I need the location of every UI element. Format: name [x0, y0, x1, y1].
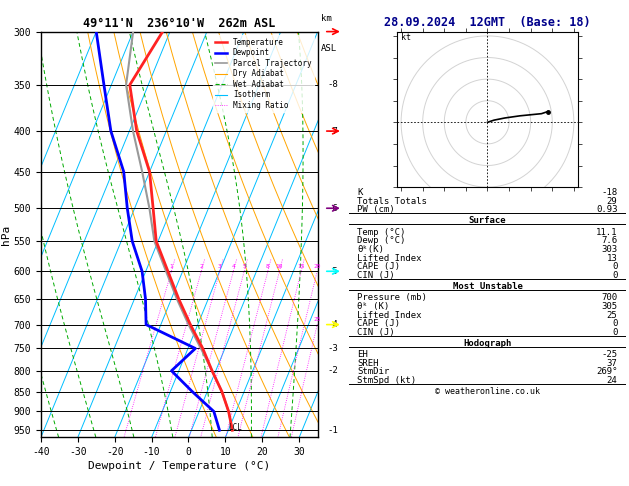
Text: -4: -4 — [327, 320, 338, 329]
Text: 700: 700 — [601, 293, 618, 302]
Text: 0: 0 — [612, 271, 618, 280]
Text: 28.09.2024  12GMT  (Base: 18): 28.09.2024 12GMT (Base: 18) — [384, 16, 591, 29]
Text: Most Unstable: Most Unstable — [452, 282, 523, 291]
Text: EH: EH — [357, 350, 368, 359]
Text: 13: 13 — [607, 254, 618, 262]
Title: 49°11'N  236°10'W  262m ASL: 49°11'N 236°10'W 262m ASL — [83, 17, 276, 31]
Text: Dewp (°C): Dewp (°C) — [357, 236, 406, 245]
Text: StmSpd (kt): StmSpd (kt) — [357, 376, 416, 385]
Text: -8: -8 — [327, 80, 338, 89]
Text: θᵏ (K): θᵏ (K) — [357, 302, 389, 311]
Text: PW (cm): PW (cm) — [357, 205, 395, 214]
Text: km: km — [321, 15, 331, 23]
Text: 3: 3 — [218, 264, 221, 269]
Text: -5: -5 — [327, 267, 338, 276]
Legend: Temperature, Dewpoint, Parcel Trajectory, Dry Adiabat, Wet Adiabat, Isotherm, Mi: Temperature, Dewpoint, Parcel Trajectory… — [213, 35, 314, 112]
Text: Totals Totals: Totals Totals — [357, 197, 427, 206]
Text: Temp (°C): Temp (°C) — [357, 227, 406, 237]
X-axis label: Dewpoint / Temperature (°C): Dewpoint / Temperature (°C) — [88, 461, 270, 471]
Text: 303: 303 — [601, 245, 618, 254]
Text: -7: -7 — [327, 126, 338, 136]
Text: Hodograph: Hodograph — [464, 339, 511, 348]
Text: 37: 37 — [607, 359, 618, 368]
Text: 4: 4 — [231, 264, 235, 269]
Text: K: K — [357, 188, 363, 197]
Text: 7.6: 7.6 — [601, 236, 618, 245]
Text: 305: 305 — [601, 302, 618, 311]
Text: 25: 25 — [314, 317, 321, 322]
Text: 0: 0 — [612, 319, 618, 328]
Text: CAPE (J): CAPE (J) — [357, 262, 401, 271]
Text: Surface: Surface — [469, 216, 506, 226]
Text: 20: 20 — [313, 264, 321, 269]
Text: kt: kt — [401, 33, 411, 42]
Text: 29: 29 — [607, 197, 618, 206]
Text: ASL: ASL — [321, 44, 337, 53]
Text: Pressure (mb): Pressure (mb) — [357, 293, 427, 302]
Text: 0: 0 — [612, 262, 618, 271]
Text: 25: 25 — [607, 311, 618, 319]
Text: 1: 1 — [170, 264, 174, 269]
Text: -25: -25 — [601, 350, 618, 359]
Text: StmDir: StmDir — [357, 367, 389, 377]
Y-axis label: hPa: hPa — [1, 225, 11, 244]
Text: Lifted Index: Lifted Index — [357, 254, 422, 262]
Text: 2: 2 — [199, 264, 203, 269]
Text: Lifted Index: Lifted Index — [357, 311, 422, 319]
Text: -6: -6 — [327, 204, 338, 213]
Text: 11.1: 11.1 — [596, 227, 618, 237]
Text: -2: -2 — [327, 366, 338, 375]
Text: 5: 5 — [242, 264, 246, 269]
Text: 10: 10 — [276, 264, 283, 269]
Text: © weatheronline.co.uk: © weatheronline.co.uk — [435, 387, 540, 397]
Text: SREH: SREH — [357, 359, 379, 368]
Text: 269°: 269° — [596, 367, 618, 377]
Text: 0: 0 — [612, 328, 618, 337]
Text: 15: 15 — [298, 264, 305, 269]
Text: 24: 24 — [607, 376, 618, 385]
Text: -18: -18 — [601, 188, 618, 197]
Text: 0.93: 0.93 — [596, 205, 618, 214]
Text: -3: -3 — [327, 344, 338, 353]
Text: CIN (J): CIN (J) — [357, 271, 395, 280]
Text: CIN (J): CIN (J) — [357, 328, 395, 337]
Text: 8: 8 — [266, 264, 270, 269]
Text: θᵏ(K): θᵏ(K) — [357, 245, 384, 254]
Text: CAPE (J): CAPE (J) — [357, 319, 401, 328]
Text: -1: -1 — [327, 426, 338, 434]
Text: LCL: LCL — [228, 423, 242, 432]
